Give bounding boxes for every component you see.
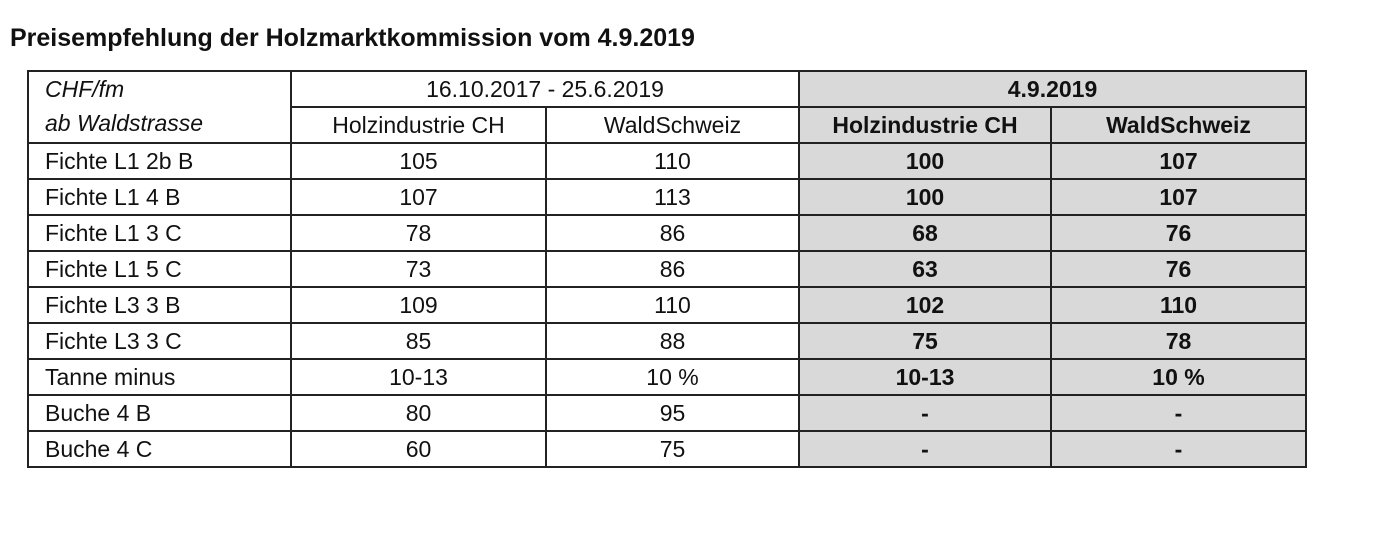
column-header: Holzindustrie CH [798, 106, 1052, 144]
price-cell: 100 [798, 142, 1052, 180]
price-cell: 10-13 [798, 358, 1052, 396]
header-row: Holzindustrie CH WaldSchweiz Holzindustr… [28, 106, 1307, 144]
price-cell: - [798, 394, 1052, 432]
column-header: WaldSchweiz [545, 106, 800, 144]
price-cell: 73 [290, 250, 547, 288]
price-cell: 68 [798, 214, 1052, 252]
data-row: Fichte L1 3 C 78 86 68 76 [27, 214, 1307, 252]
price-cell: 10-13 [290, 358, 547, 396]
title: Preisempfehlung der Holzmarktkommission … [10, 24, 695, 52]
price-cell: 109 [290, 286, 547, 324]
data-row: Tanne minus 10-13 10 % 10-13 10 % [27, 358, 1307, 396]
price-cell: 60 [290, 430, 547, 468]
price-cell: 113 [545, 178, 800, 216]
data-row: Fichte L1 5 C 73 86 63 76 [27, 250, 1307, 288]
price-cell: 95 [545, 394, 800, 432]
row-label: Fichte L3 3 C [27, 322, 292, 360]
data-row: Buche 4 B 80 95- - [27, 394, 1307, 432]
price-table: CHF/fm ab Waldstrasse 16.10.2017 - 25.6.2… [27, 70, 1307, 468]
price-cell: 100 [798, 178, 1052, 216]
price-cell: 75 [545, 430, 800, 468]
price-cell: 76 [1050, 214, 1307, 252]
group-header: 4.9.2019 [798, 70, 1307, 108]
price-cell: - [1050, 430, 1307, 468]
data-row: Fichte L1 2b B 105 110 100 107 [27, 142, 1307, 180]
price-cell: 75 [798, 322, 1052, 360]
price-cell: - [1050, 394, 1307, 432]
price-cell: 105 [290, 142, 547, 180]
corner-line: CHF/fm [45, 76, 125, 102]
data-row: Fichte L3 3 C 85 88 75 78 [27, 322, 1307, 360]
corner-line: ab Waldstrasse [45, 110, 204, 136]
corner-cell: CHF/fm ab Waldstrasse [27, 70, 292, 144]
price-cell: 63 [798, 250, 1052, 288]
price-cell: 86 [545, 214, 800, 252]
price-cell: - [798, 430, 1052, 468]
column-header: WaldSchweiz [1050, 106, 1307, 144]
row-label: Fichte L1 4 B [27, 178, 292, 216]
price-cell: 10 % [1050, 358, 1307, 396]
row-label: Buche 4 C [27, 430, 292, 468]
data-row: Fichte L1 4 B 107 113 100 107 [27, 178, 1307, 216]
row-label: Tanne minus [27, 358, 292, 396]
row-label: Fichte L1 3 C [27, 214, 292, 252]
price-cell: 110 [545, 142, 800, 180]
price-cell: 107 [1050, 178, 1307, 216]
price-cell: 76 [1050, 250, 1307, 288]
price-cell: 107 [1050, 142, 1307, 180]
row-label: Fichte L3 3 B [27, 286, 292, 324]
table-body: CHF/fm ab Waldstrasse 16.10.2017 - 25.6.2… [27, 70, 1307, 468]
price-cell: 78 [290, 214, 547, 252]
price-cell: 102 [798, 286, 1052, 324]
row-label: Buche 4 B [27, 394, 292, 432]
header-row: CHF/fm ab Waldstrasse 16.10.2017 - 25.6.2… [27, 70, 1307, 144]
column-header: Holzindustrie CH [290, 106, 547, 144]
price-cell: 110 [1050, 286, 1307, 324]
price-cell: 110 [545, 286, 800, 324]
row-label: Fichte L1 2b B [27, 142, 292, 180]
row-label: Fichte L1 5 C [27, 250, 292, 288]
group-header: 16.10.2017 - 25.6.2019 [290, 70, 800, 108]
price-cell: 80 [290, 394, 547, 432]
data-row: Buche 4 C 60 75- - [27, 430, 1307, 468]
price-cell: 85 [290, 322, 547, 360]
price-cell: 88 [545, 322, 800, 360]
price-cell: 86 [545, 250, 800, 288]
price-cell: 107 [290, 178, 547, 216]
data-row: Fichte L3 3 B 109 110 102 110 [27, 286, 1307, 324]
price-cell: 78 [1050, 322, 1307, 360]
price-cell: 10 % [545, 358, 800, 396]
